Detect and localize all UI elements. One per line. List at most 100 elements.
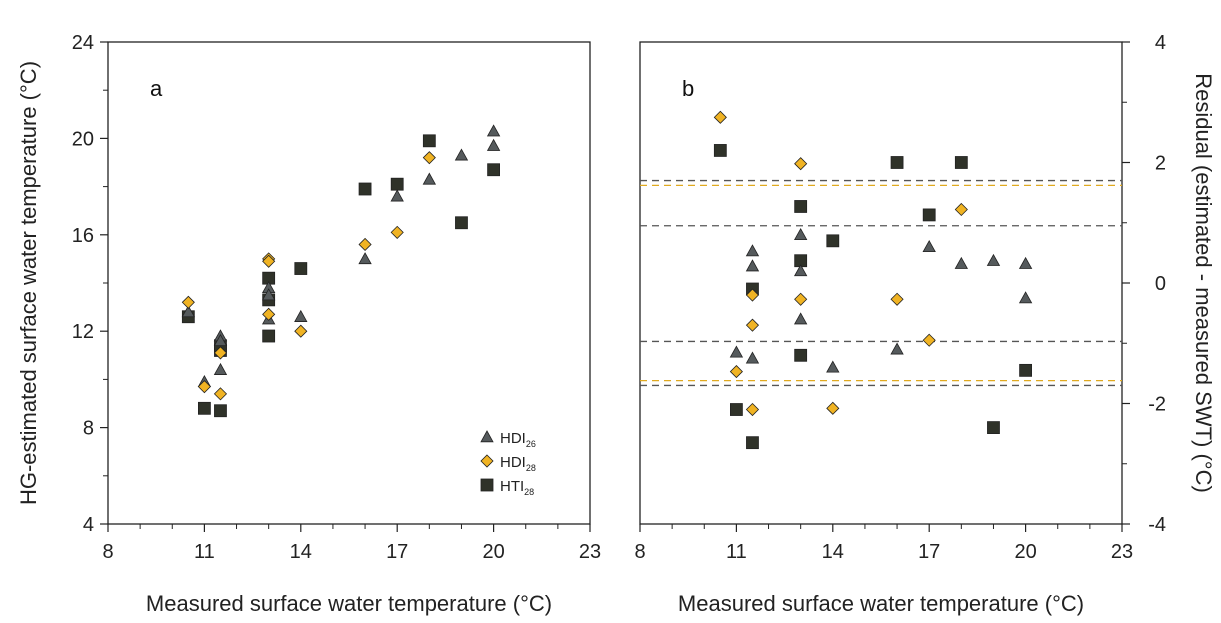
data-point-hdi26	[390, 189, 404, 202]
data-point-hti28	[262, 329, 276, 343]
x-tick-label: 11	[194, 541, 215, 563]
data-point-hdi28	[422, 151, 436, 165]
x-tick-label: 8	[634, 541, 645, 563]
data-point-hti28	[987, 421, 1000, 435]
data-point-hti28	[455, 216, 468, 230]
data-point-hti28	[358, 182, 372, 196]
data-point-hti28	[1019, 363, 1032, 377]
panel-b-x-tick-labels: 8 11 14 17 20 23	[634, 541, 1133, 563]
data-point-hdi26	[213, 334, 228, 347]
x-tick-label: 17	[918, 541, 940, 563]
x-tick-label: 23	[1111, 541, 1133, 563]
data-point-hdi28	[294, 324, 308, 338]
data-point-hti28	[214, 404, 227, 418]
data-point-hdi28	[745, 402, 760, 417]
x-tick-label: 14	[290, 541, 312, 563]
data-point-hdi26	[745, 259, 760, 272]
x-tick-label: 23	[579, 541, 601, 563]
panel-a-x-tick-labels: 8 11 14 17 20 23	[102, 541, 601, 563]
data-point-hti28	[730, 403, 743, 416]
data-point-hti28	[746, 436, 759, 450]
panel-b-x-axis-label: Measured surface water temperature (°C)	[678, 591, 1084, 616]
data-point-hti28	[922, 208, 936, 222]
data-point-hdi26	[745, 244, 760, 257]
panel-a-ticks	[100, 41, 591, 532]
data-point-hdi28	[262, 254, 276, 268]
y-tick-label: 20	[72, 128, 94, 150]
data-point-hdi28	[922, 333, 936, 347]
data-point-hdi26	[1018, 291, 1033, 304]
legend-label-hdi28: HDI28	[500, 454, 536, 473]
legend-marker-hdi26	[480, 430, 494, 443]
data-point-hdi26	[826, 360, 840, 373]
data-point-hdi26	[729, 345, 744, 358]
data-point-hdi26	[486, 124, 501, 137]
panel-a-letter: a	[150, 76, 163, 101]
panel-a-data-points	[181, 124, 501, 418]
y-tick-label: 4	[1155, 32, 1166, 54]
data-point-hti28	[487, 163, 501, 177]
panel-b-y-axis-label: Residual (estimated - measured SWT) (°C)	[1191, 73, 1216, 493]
y-tick-label: -4	[1148, 514, 1166, 536]
panel-b-residual-plot: 8 11 14 17 20 23 -4 -2 0 2 4 b Measured surface w…	[634, 32, 1216, 616]
data-point-hdi28	[794, 292, 808, 306]
data-point-hti28	[794, 200, 808, 213]
panel-a-x-axis-label: Measured surface water temperature (°C)	[146, 591, 552, 616]
data-point-hdi26	[422, 172, 437, 185]
panel-b-plot-frame	[639, 41, 1123, 525]
panel-b-ticks	[639, 41, 1130, 532]
data-point-hti28	[794, 348, 808, 362]
panel-b-letter: b	[682, 76, 694, 101]
data-point-hdi28	[729, 365, 743, 379]
data-point-hdi28	[890, 292, 904, 306]
legend-marker-hti28	[480, 478, 494, 492]
data-point-hti28	[826, 234, 840, 248]
data-point-hti28	[713, 144, 727, 157]
data-point-hdi26	[486, 138, 501, 151]
data-point-hdi28	[745, 318, 760, 332]
data-point-hti28	[422, 134, 436, 148]
data-point-hti28	[197, 401, 211, 415]
legend-item-hdi28: HDI28	[480, 454, 536, 473]
panel-a-y-tick-labels: 4 8 12 16 20 24	[72, 32, 94, 536]
panel-b-data-points	[713, 110, 1033, 450]
x-tick-label: 11	[726, 541, 747, 563]
data-point-hdi26	[358, 252, 372, 265]
data-point-hdi28	[213, 346, 228, 360]
legend-item-hdi26: HDI26	[480, 430, 536, 449]
data-point-hdi26	[294, 309, 308, 322]
y-tick-label: 16	[72, 225, 94, 247]
data-point-hdi28	[181, 295, 195, 309]
data-point-hti28	[294, 262, 308, 275]
data-point-hdi26	[261, 288, 276, 301]
data-point-hdi26	[793, 264, 808, 277]
panel-a-y-axis-label: HG-estimated surface water temperature (…	[16, 61, 41, 505]
y-tick-label: 12	[72, 321, 94, 343]
data-point-hdi26	[454, 148, 469, 161]
x-tick-label: 20	[482, 541, 504, 563]
data-point-hdi26	[213, 362, 228, 375]
data-point-hdi26	[986, 253, 1001, 266]
data-point-hdi26	[793, 227, 808, 241]
data-point-hdi26	[181, 305, 196, 318]
data-point-hdi26	[890, 342, 904, 355]
x-tick-label: 8	[102, 541, 113, 563]
legend-label-hti28: HTI28	[500, 478, 534, 497]
data-point-hdi28	[954, 202, 968, 217]
y-tick-label: 8	[83, 418, 94, 440]
data-point-hdi26	[745, 351, 760, 364]
data-point-hti28	[954, 156, 968, 169]
data-point-hdi26	[793, 312, 808, 325]
y-tick-label: 24	[72, 32, 94, 54]
panel-a-plot-frame	[107, 41, 591, 525]
y-tick-label: 0	[1155, 273, 1166, 295]
panel-a-legend: HDI26 HDI28 HTI28	[480, 430, 536, 497]
y-tick-label: -2	[1148, 394, 1166, 416]
data-point-hdi26	[954, 256, 969, 269]
panel-b-reference-lines	[640, 179, 1122, 387]
data-point-hti28	[890, 156, 904, 169]
data-point-hdi28	[794, 157, 808, 171]
data-point-hdi26	[922, 240, 936, 253]
